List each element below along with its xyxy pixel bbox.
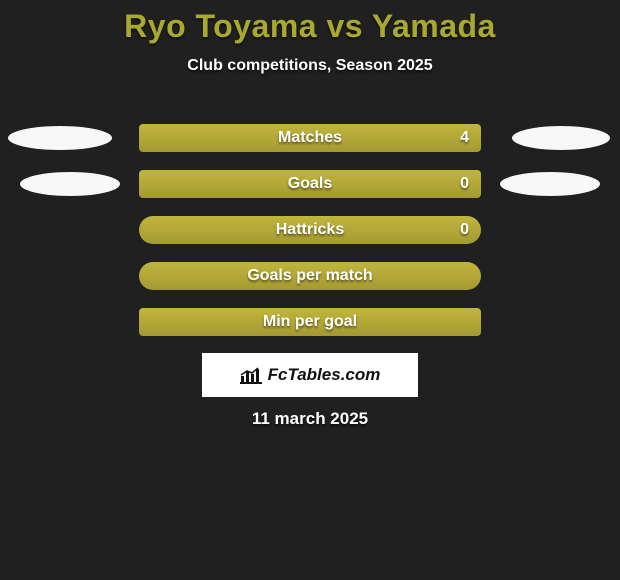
date: 11 march 2025 bbox=[0, 409, 620, 429]
stat-value: 4 bbox=[460, 124, 469, 152]
stat-bar: Goals per match bbox=[139, 262, 481, 290]
stat-label: Matches bbox=[139, 124, 481, 152]
stat-value: 0 bbox=[460, 216, 469, 244]
comparison-card: Ryo Toyama vs Yamada Club competitions, … bbox=[0, 0, 620, 580]
logo-box: FcTables.com bbox=[202, 353, 418, 397]
title-player1: Ryo Toyama bbox=[124, 8, 317, 44]
stat-bar: Goals 0 bbox=[139, 170, 481, 198]
left-ellipse bbox=[20, 172, 120, 196]
stat-row: Goals per match bbox=[0, 262, 620, 290]
right-ellipse bbox=[500, 172, 600, 196]
stat-bar: Min per goal bbox=[139, 308, 481, 336]
stat-label: Hattricks bbox=[139, 216, 481, 244]
title: Ryo Toyama vs Yamada bbox=[0, 0, 620, 45]
stat-label: Min per goal bbox=[139, 308, 481, 336]
stat-label: Goals per match bbox=[139, 262, 481, 290]
right-ellipse bbox=[512, 126, 610, 150]
chart-icon bbox=[240, 366, 262, 384]
subtitle: Club competitions, Season 2025 bbox=[0, 57, 620, 75]
stat-row: Hattricks 0 bbox=[0, 216, 620, 244]
stat-label: Goals bbox=[139, 170, 481, 198]
stat-bar: Matches 4 bbox=[139, 124, 481, 152]
stat-row: Min per goal bbox=[0, 308, 620, 336]
stat-rows: Matches 4 Goals 0 Hattricks 0 Goals per … bbox=[0, 124, 620, 354]
stat-bar: Hattricks 0 bbox=[139, 216, 481, 244]
stat-row: Goals 0 bbox=[0, 170, 620, 198]
stat-value: 0 bbox=[460, 170, 469, 198]
logo-text: FcTables.com bbox=[268, 365, 381, 385]
left-ellipse bbox=[8, 126, 112, 150]
title-vs: vs bbox=[326, 8, 363, 44]
title-player2: Yamada bbox=[372, 8, 496, 44]
stat-row: Matches 4 bbox=[0, 124, 620, 152]
